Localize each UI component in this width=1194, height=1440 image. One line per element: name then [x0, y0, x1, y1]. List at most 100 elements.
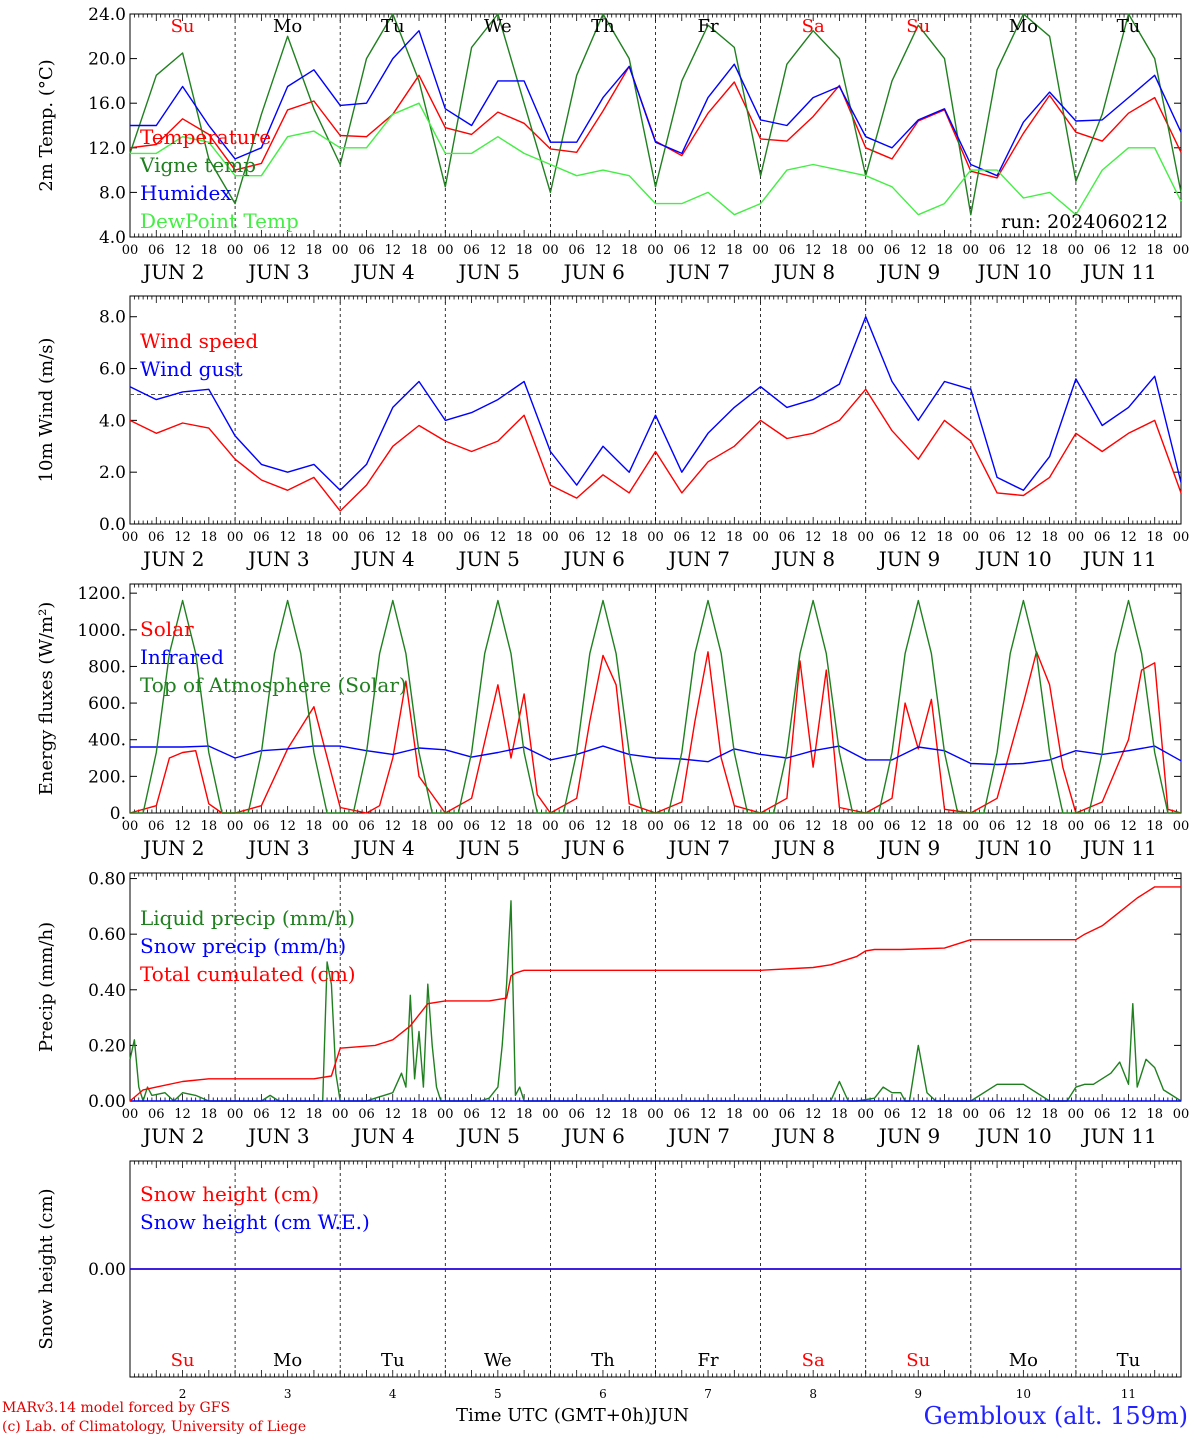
- x-hour-label: 12: [279, 819, 296, 834]
- x-hour-label: 06: [358, 1107, 375, 1122]
- x-hour-label: 12: [910, 1107, 927, 1122]
- x-hour-label: 06: [148, 819, 165, 834]
- x-hour-label: 00: [1173, 530, 1190, 545]
- x-date-label: JUN 5: [456, 260, 519, 284]
- x-hour-label: 06: [568, 1107, 585, 1122]
- y-tick-label: 2.0: [99, 463, 126, 483]
- x-hour-label: 06: [779, 1107, 796, 1122]
- x-hour-label: 18: [516, 243, 533, 258]
- x-hour-label: 06: [1094, 530, 1111, 545]
- y-tick-label: 8.0: [99, 308, 126, 328]
- x-hour-label: 06: [989, 530, 1006, 545]
- x-hour-label: 18: [621, 1107, 638, 1122]
- x-hour-label: 00: [963, 1107, 980, 1122]
- x-date-label: JUN 6: [561, 260, 624, 284]
- day-name-label: Tu: [381, 1350, 405, 1371]
- legend-entry: Snow height (cm): [140, 1182, 319, 1206]
- x-hour-label: 12: [1120, 530, 1137, 545]
- x-hour-label: 18: [1041, 1107, 1058, 1122]
- y-tick-label: 20.0: [88, 50, 126, 70]
- x-hour-label: 06: [253, 530, 270, 545]
- y-tick-label: 24.0: [88, 5, 126, 25]
- x-hour-label: 12: [174, 530, 191, 545]
- x-hour-label: 00: [752, 243, 769, 258]
- x-hour-label: 06: [253, 243, 270, 258]
- x-hour-label: 00: [122, 530, 139, 545]
- x-hour-label: 00: [963, 819, 980, 834]
- x-hour-label: 00: [1173, 1107, 1190, 1122]
- day-name-label: Su: [906, 1350, 930, 1371]
- y-axis-label: Energy fluxes (W/m²): [36, 602, 57, 796]
- x-hour-label: 18: [201, 530, 218, 545]
- y-axis-label: Snow height (cm): [36, 1188, 57, 1349]
- x-hour-label: 12: [700, 530, 717, 545]
- x-hour-label: 12: [490, 819, 507, 834]
- x-hour-label: 12: [1015, 819, 1032, 834]
- x-hour-label: 06: [884, 530, 901, 545]
- x-hour-label: 12: [490, 1107, 507, 1122]
- x-date-label: JUN 2: [141, 260, 204, 284]
- x-hour-label: 12: [910, 819, 927, 834]
- x-hour-label: 18: [516, 530, 533, 545]
- x-hour-label: 06: [884, 243, 901, 258]
- y-tick-label: 12.0: [88, 139, 126, 159]
- x-hour-label: 12: [174, 1107, 191, 1122]
- x-hour-label: 00: [542, 530, 559, 545]
- x-hour-label: 06: [568, 819, 585, 834]
- x-date-label: JUN 10: [975, 547, 1051, 571]
- x-hour-label: 12: [700, 819, 717, 834]
- day-number-label: 8: [809, 1387, 817, 1401]
- x-date-label: JUN 7: [667, 836, 730, 860]
- x-date-label: JUN 6: [561, 547, 624, 571]
- x-date-label: JUN 3: [246, 547, 309, 571]
- x-hour-label: 00: [1068, 819, 1085, 834]
- x-hour-label: 00: [857, 819, 874, 834]
- x-date-label: JUN 6: [561, 836, 624, 860]
- legend-entry: Liquid precip (mm/h): [140, 906, 355, 930]
- x-hour-label: 18: [621, 530, 638, 545]
- xaxis-title: Time UTC (GMT+0h)JUN: [456, 1405, 689, 1426]
- series-total-cumulated-cm-line: [129, 886, 1181, 1102]
- x-hour-label: 12: [700, 243, 717, 258]
- x-hour-label: 18: [201, 1107, 218, 1122]
- y-tick-label: 0.80: [88, 870, 126, 890]
- day-number-label: 3: [284, 1387, 292, 1401]
- x-hour-label: 12: [805, 530, 822, 545]
- y-tick-label: 8.0: [99, 183, 126, 203]
- day-number-label: 2: [179, 1387, 187, 1401]
- x-hour-label: 12: [805, 819, 822, 834]
- day-name-label: Su: [171, 1350, 195, 1371]
- x-hour-label: 00: [857, 530, 874, 545]
- x-hour-label: 12: [595, 1107, 612, 1122]
- y-tick-label: 4.0: [99, 411, 126, 431]
- x-hour-label: 18: [831, 243, 848, 258]
- x-hour-label: 00: [752, 819, 769, 834]
- y-tick-label: 0.20: [88, 1036, 126, 1056]
- x-hour-label: 00: [437, 530, 454, 545]
- legend-entry: Humidex: [140, 181, 232, 205]
- x-hour-label: 06: [148, 243, 165, 258]
- x-date-label: JUN 8: [772, 836, 835, 860]
- x-hour-label: 12: [1015, 1107, 1032, 1122]
- x-hour-label: 18: [1041, 819, 1058, 834]
- x-date-label: JUN 7: [667, 1124, 730, 1148]
- x-hour-label: 06: [1094, 1107, 1111, 1122]
- model-credit: MARv3.14 model forced by GFS: [2, 1400, 231, 1416]
- day-name-label: Sa: [802, 1350, 825, 1371]
- y-tick-label: 0.00: [88, 1092, 126, 1112]
- x-date-label: JUN 9: [877, 836, 940, 860]
- x-date-label: JUN 2: [141, 547, 204, 571]
- x-date-label: JUN 2: [141, 836, 204, 860]
- x-hour-label: 12: [384, 819, 401, 834]
- day-name-label: Mo: [273, 1350, 302, 1371]
- x-hour-label: 06: [358, 530, 375, 545]
- day-name-label: Sa: [802, 16, 825, 37]
- x-hour-label: 00: [122, 819, 139, 834]
- x-hour-label: 18: [1146, 819, 1163, 834]
- x-hour-label: 00: [227, 243, 244, 258]
- x-hour-label: 00: [647, 1107, 664, 1122]
- x-hour-label: 12: [910, 243, 927, 258]
- x-hour-label: 06: [568, 243, 585, 258]
- y-tick-label: 400.: [88, 731, 126, 751]
- x-hour-label: 00: [963, 243, 980, 258]
